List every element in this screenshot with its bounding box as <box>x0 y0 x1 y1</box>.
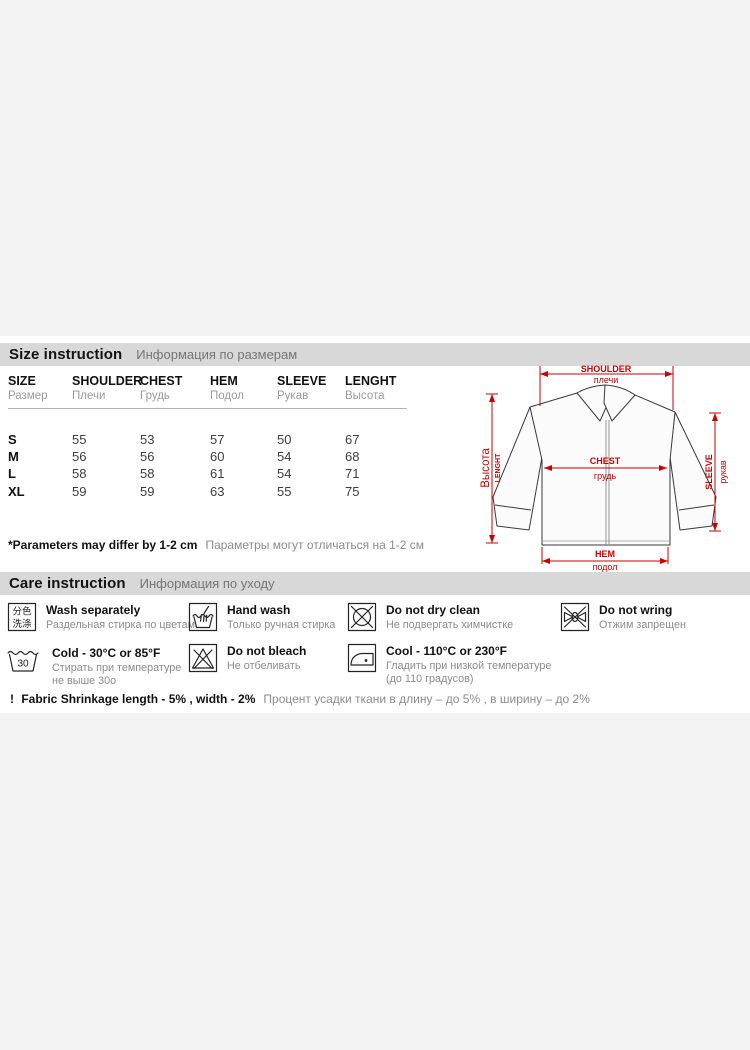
shirt-collar-right <box>603 384 636 422</box>
table-row: S 55 53 57 50 67 <box>8 432 360 447</box>
shirt-placket <box>605 420 610 544</box>
care-subtitle-ru: Не отбеливать <box>227 660 301 672</box>
care-subtitle-ru: Только ручная стирка <box>227 619 336 631</box>
care-item-wash-cold: 30 Cold - 30°C or 85°F Стирать при темпе… <box>5 645 186 688</box>
do-not-dry-clean-icon <box>347 602 377 632</box>
shrinkage-note-en: Fabric Shrinkage length - 5% , width - 2… <box>21 692 256 706</box>
care-title: Do not dry clean <box>386 603 481 617</box>
shoulder-label-en: SHOULDER <box>581 364 632 374</box>
care-section-title-ru: Информация по уходу <box>139 576 275 591</box>
table-row: L 58 58 61 54 71 <box>8 466 360 482</box>
length-label-ru: Высота <box>480 448 492 488</box>
col-sleeve: SLEEVE Рукав <box>277 374 327 402</box>
care-subtitle-ru: Не подвергать химчистке <box>386 619 514 631</box>
care-item-hand-wash: Hand wash Только ручная стирка <box>188 602 335 632</box>
svg-text:分色: 分色 <box>12 606 32 618</box>
table-row: M 56 56 60 54 68 <box>8 449 360 465</box>
care-item-do-not-wring: Do not wring Отжим запрещен <box>560 602 686 632</box>
dimension-arrowheads <box>489 371 718 564</box>
care-item-do-not-bleach: Do not bleach Не отбеливать <box>188 643 306 673</box>
chest-label-en: CHEST <box>590 456 621 466</box>
col-lenght: LENGHT Высота <box>345 374 397 402</box>
length-label-en: LENGHT <box>495 453 502 483</box>
shrinkage-note-ru: Процент усадки ткани в длину – до 5% , в… <box>263 692 590 706</box>
care-item-do-not-dry-clean: Do not dry clean Не подвергать химчистке <box>347 602 513 632</box>
hem-label-ru: подол <box>593 562 618 572</box>
care-subtitle-ru: Раздельная стирка по цветам <box>46 619 196 631</box>
care-item-wash-separately: 分色 洗涤 Wash separately Раздельная стирка … <box>7 602 195 632</box>
size-section-title: Size instruction <box>9 346 123 363</box>
size-instruction-header: Size instruction Информация по размерам <box>0 343 750 366</box>
care-title: Hand wash <box>227 603 291 617</box>
hand-wash-icon <box>188 602 218 632</box>
care-instruction-header: Care instruction Информация по уходу <box>0 572 750 595</box>
table-divider <box>8 408 407 409</box>
sleeve-label-ru: рукав <box>718 460 728 484</box>
do-not-wring-icon <box>560 602 590 632</box>
size-note-en: *Parameters may differ by 1-2 cm <box>8 538 198 552</box>
size-note: *Parameters may differ by 1-2 cm Параметр… <box>8 538 424 552</box>
sleeve-label-en: SLEEVE <box>704 454 714 490</box>
care-item-iron-low: Cool - 110°C or 230°F Гладить при низкой… <box>347 643 564 686</box>
care-title: Wash separately <box>46 603 141 617</box>
wash-30-icon: 30 <box>7 650 39 672</box>
size-note-ru: Параметры могут отличаться на 1-2 см <box>205 538 425 552</box>
col-hem: HEM Подол <box>210 374 244 402</box>
svg-text:30: 30 <box>17 659 29 670</box>
care-title: Do not wring <box>599 603 673 617</box>
shrinkage-note-mark: ! <box>10 692 14 706</box>
size-table-body: S 55 53 57 50 67 M 56 56 60 54 68 L 58 5… <box>8 431 405 500</box>
care-title: Cold - 30°C or 85°F <box>52 646 161 660</box>
hem-label-en: HEM <box>595 549 615 559</box>
care-title: Do not bleach <box>227 644 307 658</box>
care-subtitle-ru: Гладить при низкой температуре (до 110 г… <box>386 660 552 685</box>
col-chest: CHEST Грудь <box>140 374 183 402</box>
size-table: SIZE Размер SHOULDER Плечи CHEST Грудь H… <box>8 374 408 403</box>
do-not-bleach-icon <box>188 643 218 673</box>
wash-separately-icon: 分色 洗涤 <box>7 602 37 632</box>
shoulder-label-ru: плечи <box>594 375 619 385</box>
care-title: Cool - 110°C or 230°F <box>386 644 507 658</box>
shirt-measurement-diagram: SHOULDER плечи CHEST грудь HEM подол Выс… <box>480 364 728 572</box>
col-shoulder: SHOULDER Плечи <box>72 374 143 402</box>
shrinkage-note: ! Fabric Shrinkage length - 5% , width -… <box>10 692 590 706</box>
care-section-title: Care instruction <box>9 575 126 592</box>
size-table-header: SIZE Размер SHOULDER Плечи CHEST Грудь H… <box>8 374 408 403</box>
table-row: XL 59 59 63 55 75 <box>8 483 360 499</box>
care-subtitle-ru: Стирать при температуре не выше 30о <box>52 662 182 687</box>
chest-label-ru: грудь <box>594 471 617 481</box>
svg-text:洗涤: 洗涤 <box>12 618 32 630</box>
iron-low-icon <box>347 643 377 673</box>
care-subtitle-ru: Отжим запрещен <box>599 619 686 631</box>
size-section-title-ru: Информация по размерам <box>136 347 298 362</box>
col-size: SIZE Размер <box>8 374 48 402</box>
